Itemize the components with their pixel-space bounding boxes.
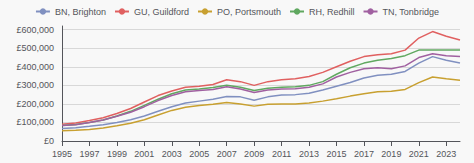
svg-text:£600,000: £600,000	[16, 25, 54, 35]
svg-text:2011: 2011	[272, 149, 291, 159]
svg-text:£500,000: £500,000	[16, 43, 54, 53]
svg-text:2005: 2005	[189, 149, 209, 159]
svg-text:RH, Redhill: RH, Redhill	[309, 7, 355, 17]
svg-text:£0: £0	[44, 136, 54, 146]
svg-text:TN, Tonbridge: TN, Tonbridge	[383, 7, 439, 17]
svg-text:1999: 1999	[107, 149, 127, 159]
svg-text:2019: 2019	[381, 149, 401, 159]
svg-text:2023: 2023	[436, 149, 456, 159]
svg-text:GU, Guildford: GU, Guildford	[134, 7, 189, 17]
svg-text:£400,000: £400,000	[16, 62, 54, 72]
svg-text:£200,000: £200,000	[16, 99, 54, 109]
svg-text:1997: 1997	[79, 149, 99, 159]
svg-text:1995: 1995	[52, 149, 72, 159]
svg-text:£100,000: £100,000	[16, 117, 54, 127]
svg-text:£300,000: £300,000	[16, 80, 54, 90]
svg-text:BN, Brighton: BN, Brighton	[55, 7, 106, 17]
svg-text:2003: 2003	[162, 149, 182, 159]
svg-text:2007: 2007	[217, 149, 237, 159]
svg-text:PO, Portsmouth: PO, Portsmouth	[217, 7, 281, 17]
svg-text:2009: 2009	[244, 149, 264, 159]
svg-text:2015: 2015	[326, 149, 346, 159]
svg-text:2001: 2001	[134, 149, 154, 159]
svg-text:2013: 2013	[299, 149, 319, 159]
svg-text:2021: 2021	[409, 149, 429, 159]
svg-text:2017: 2017	[354, 149, 374, 159]
